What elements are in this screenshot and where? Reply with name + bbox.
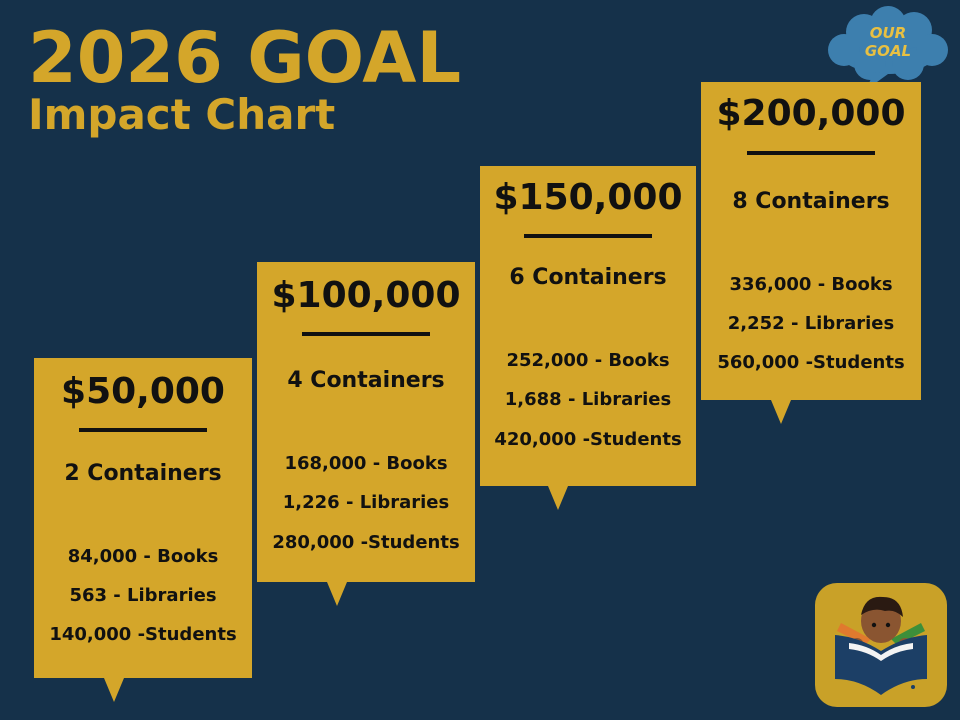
our-goal-line1: OUR bbox=[869, 24, 907, 42]
tier-books: 252,000 - Books bbox=[506, 350, 670, 371]
tier-students: 140,000 -Students bbox=[49, 624, 237, 645]
tier-libraries: 563 - Libraries bbox=[69, 585, 217, 606]
tier-students: 280,000 -Students bbox=[272, 532, 460, 553]
our-goal-badge: OUR GOAL bbox=[826, 6, 950, 94]
tier-libraries: 1,226 - Libraries bbox=[282, 492, 450, 513]
cloud-icon bbox=[828, 6, 948, 90]
tier-amount: $50,000 bbox=[61, 371, 225, 412]
our-goal-line2: GOAL bbox=[864, 42, 912, 60]
tier-card-200000: $200,000 8 Containers 336,000 - Books 2,… bbox=[701, 82, 921, 424]
logo bbox=[815, 583, 947, 707]
callout-pointer bbox=[548, 486, 568, 510]
tier-amount: $100,000 bbox=[271, 275, 461, 316]
tier-amount: $200,000 bbox=[716, 93, 906, 134]
tier-books: 168,000 - Books bbox=[284, 453, 448, 474]
page-subtitle: Impact Chart bbox=[28, 90, 336, 139]
callout-pointer bbox=[327, 582, 347, 606]
tier-amount: $150,000 bbox=[493, 177, 683, 218]
callout-pointer bbox=[104, 678, 124, 702]
our-goal-label: OUR GOAL bbox=[826, 24, 950, 60]
tier-libraries: 2,252 - Libraries bbox=[727, 313, 895, 334]
tier-containers: 4 Containers bbox=[287, 368, 445, 393]
callout-pointer bbox=[771, 400, 791, 424]
child-reading-book-icon bbox=[835, 596, 927, 695]
tier-books: 84,000 - Books bbox=[67, 546, 219, 567]
tier-students: 560,000 -Students bbox=[717, 352, 905, 373]
divider bbox=[302, 332, 430, 336]
tier-libraries: 1,688 - Libraries bbox=[504, 389, 672, 410]
tier-card-150000: $150,000 6 Containers 252,000 - Books 1,… bbox=[480, 166, 696, 510]
divider bbox=[524, 234, 652, 238]
tier-card-100000: $100,000 4 Containers 168,000 - Books 1,… bbox=[257, 262, 475, 606]
tier-containers: 6 Containers bbox=[509, 265, 667, 290]
divider bbox=[79, 428, 207, 432]
page-title: 2026 GOAL bbox=[28, 17, 462, 99]
tier-card-50000: $50,000 2 Containers 84,000 - Books 563 … bbox=[34, 358, 252, 702]
tier-books: 336,000 - Books bbox=[729, 274, 893, 295]
tier-containers: 8 Containers bbox=[732, 189, 890, 214]
divider bbox=[747, 151, 875, 155]
tier-containers: 2 Containers bbox=[64, 461, 222, 486]
tier-students: 420,000 -Students bbox=[494, 429, 682, 450]
